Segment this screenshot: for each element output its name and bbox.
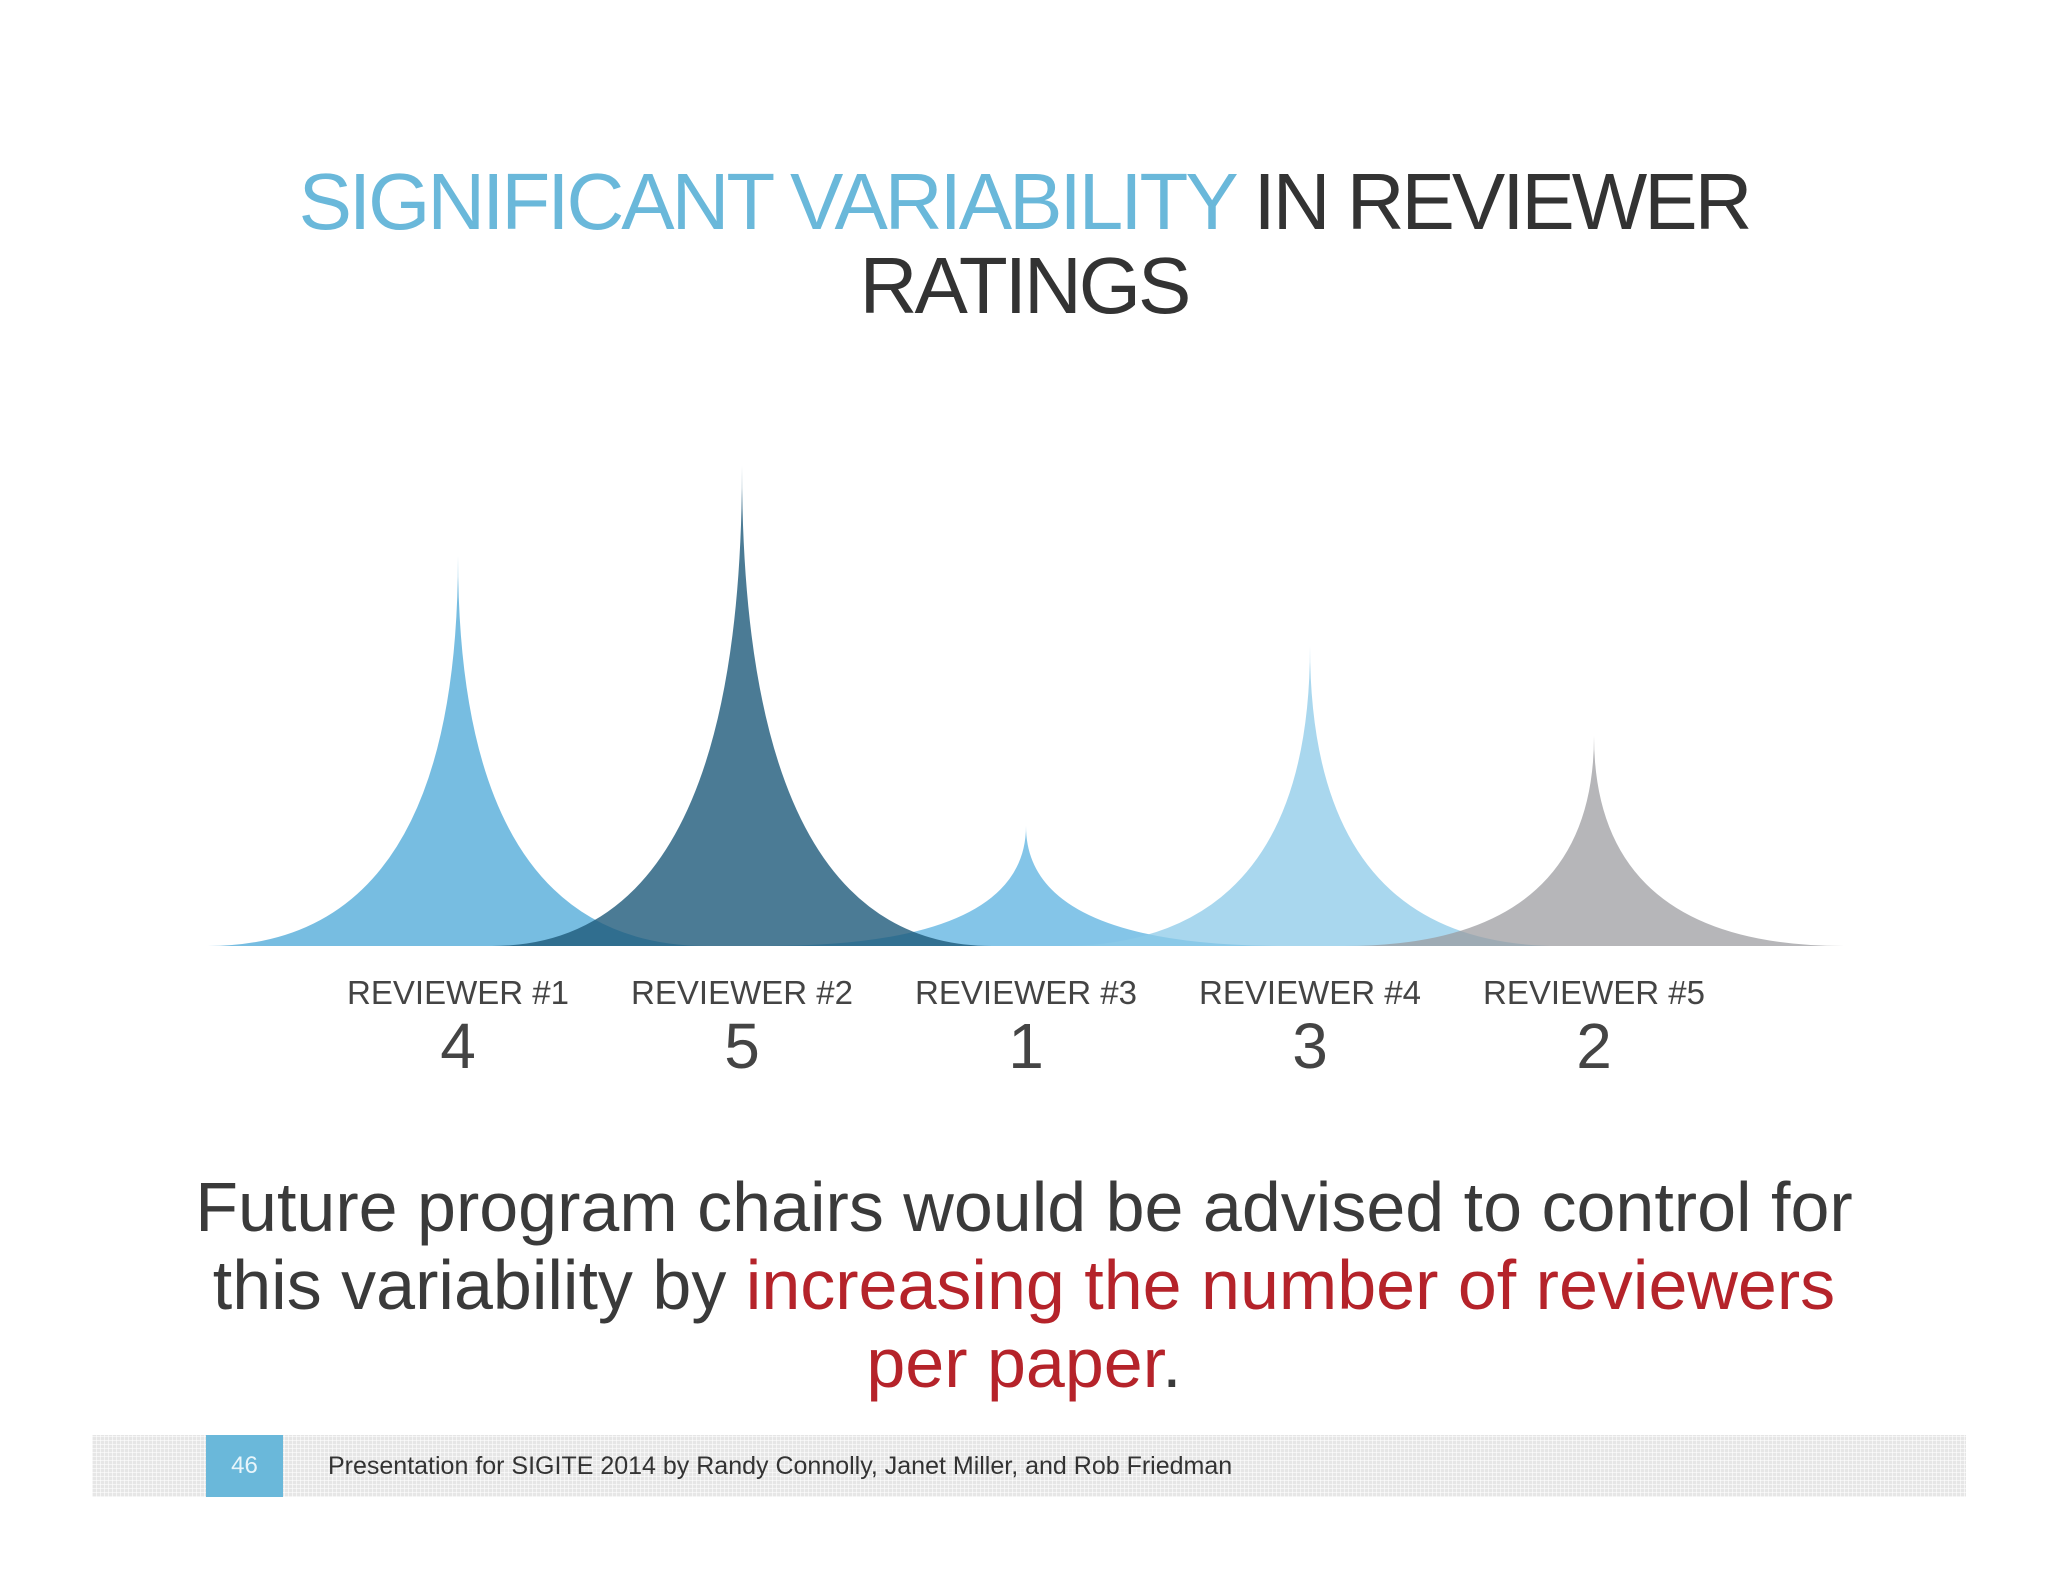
reviewer-score-2: 5	[724, 1010, 760, 1082]
title-line-1: SIGNIFICANT VARIABILITY IN REVIEWER	[0, 160, 2048, 244]
peak-reviewer-2	[492, 466, 992, 946]
peak-reviewer-3	[766, 826, 1286, 946]
message-text: Future program chairs would be advised t…	[195, 1168, 1853, 1324]
peak-reviewer-1	[208, 556, 708, 946]
footer-text: Presentation for SIGITE 2014 by Randy Co…	[328, 1452, 1233, 1480]
reviewer-score-4: 3	[1292, 1010, 1328, 1082]
reviewer-score-1: 4	[440, 1010, 476, 1082]
peak-reviewer-5	[1344, 736, 1844, 946]
title-line-2: RATINGS	[859, 241, 1192, 330]
reviewer-score-5: 2	[1576, 1010, 1612, 1082]
title-accent: SIGNIFICANT VARIABILITY	[298, 157, 1238, 246]
title-rest: IN REVIEWER	[1234, 157, 1752, 246]
message-end: .	[1162, 1324, 1182, 1402]
labels-group: REVIEWER #14 REVIEWER #25 REVIEWER #31 REVI…	[347, 974, 1705, 1082]
reviewer-label-1: REVIEWER #1	[347, 974, 569, 1011]
peak-reviewer-4	[1060, 646, 1560, 946]
reviewer-label-4: REVIEWER #4	[1199, 974, 1421, 1011]
slide-title: SIGNIFICANT VARIABILITY IN REVIEWER RATI…	[0, 160, 2048, 328]
reviewer-label-5: REVIEWER #5	[1483, 974, 1705, 1011]
conclusion-message: Future program chairs would be advised t…	[180, 1168, 1868, 1402]
reviewer-label-3: REVIEWER #3	[915, 974, 1137, 1011]
reviewer-score-3: 1	[1008, 1010, 1044, 1082]
reviewer-label-2: REVIEWER #2	[631, 974, 853, 1011]
footer-bar: 46 Presentation for SIGITE 2014 by Randy…	[92, 1435, 1966, 1497]
message-highlight: increasing the number of reviewers per p…	[745, 1246, 1836, 1402]
peaks-group	[208, 466, 1844, 946]
page-number: 46	[206, 1435, 283, 1497]
